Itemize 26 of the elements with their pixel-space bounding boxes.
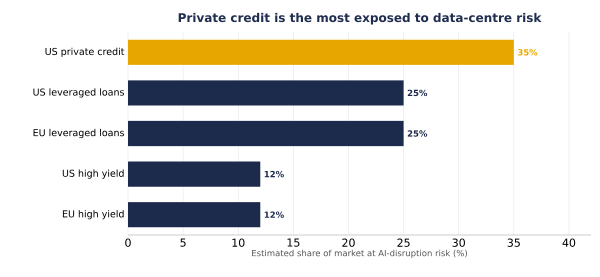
x-tick-label: 30: [452, 238, 465, 247]
x-tick-label: 25: [397, 238, 410, 247]
x-tick-label: 20: [342, 238, 355, 247]
data-label: 35%: [518, 49, 538, 56]
y-tick-label: US leveraged loans: [33, 88, 124, 98]
bar: [128, 120, 404, 146]
y-tick-label: EU high yield: [62, 210, 124, 220]
x-tick-label: 0: [125, 238, 131, 247]
bar: [128, 40, 514, 65]
chart-title: Private credit is the most exposed to data-centre risk: [178, 12, 542, 24]
bar: [128, 162, 260, 187]
x-tick-label: 5: [180, 238, 186, 247]
y-tick-label: US high yield: [62, 170, 124, 179]
y-tick-label: EU leveraged loans: [34, 128, 124, 138]
x-tick-label: 40: [562, 238, 576, 247]
data-label: 12%: [264, 170, 284, 178]
y-tick-label: US private credit: [46, 48, 124, 57]
data-label: 12%: [264, 211, 284, 218]
x-tick-label: 35: [508, 238, 520, 247]
x-axis-title: Estimated share of market at AI-disruption risk (%): [252, 250, 467, 258]
data-label: 25%: [408, 130, 428, 137]
bar: [128, 202, 260, 228]
x-tick-label: 15: [288, 238, 300, 247]
data-label: 25%: [408, 90, 428, 96]
bar: [128, 80, 404, 106]
x-tick-label: 10: [232, 238, 244, 247]
